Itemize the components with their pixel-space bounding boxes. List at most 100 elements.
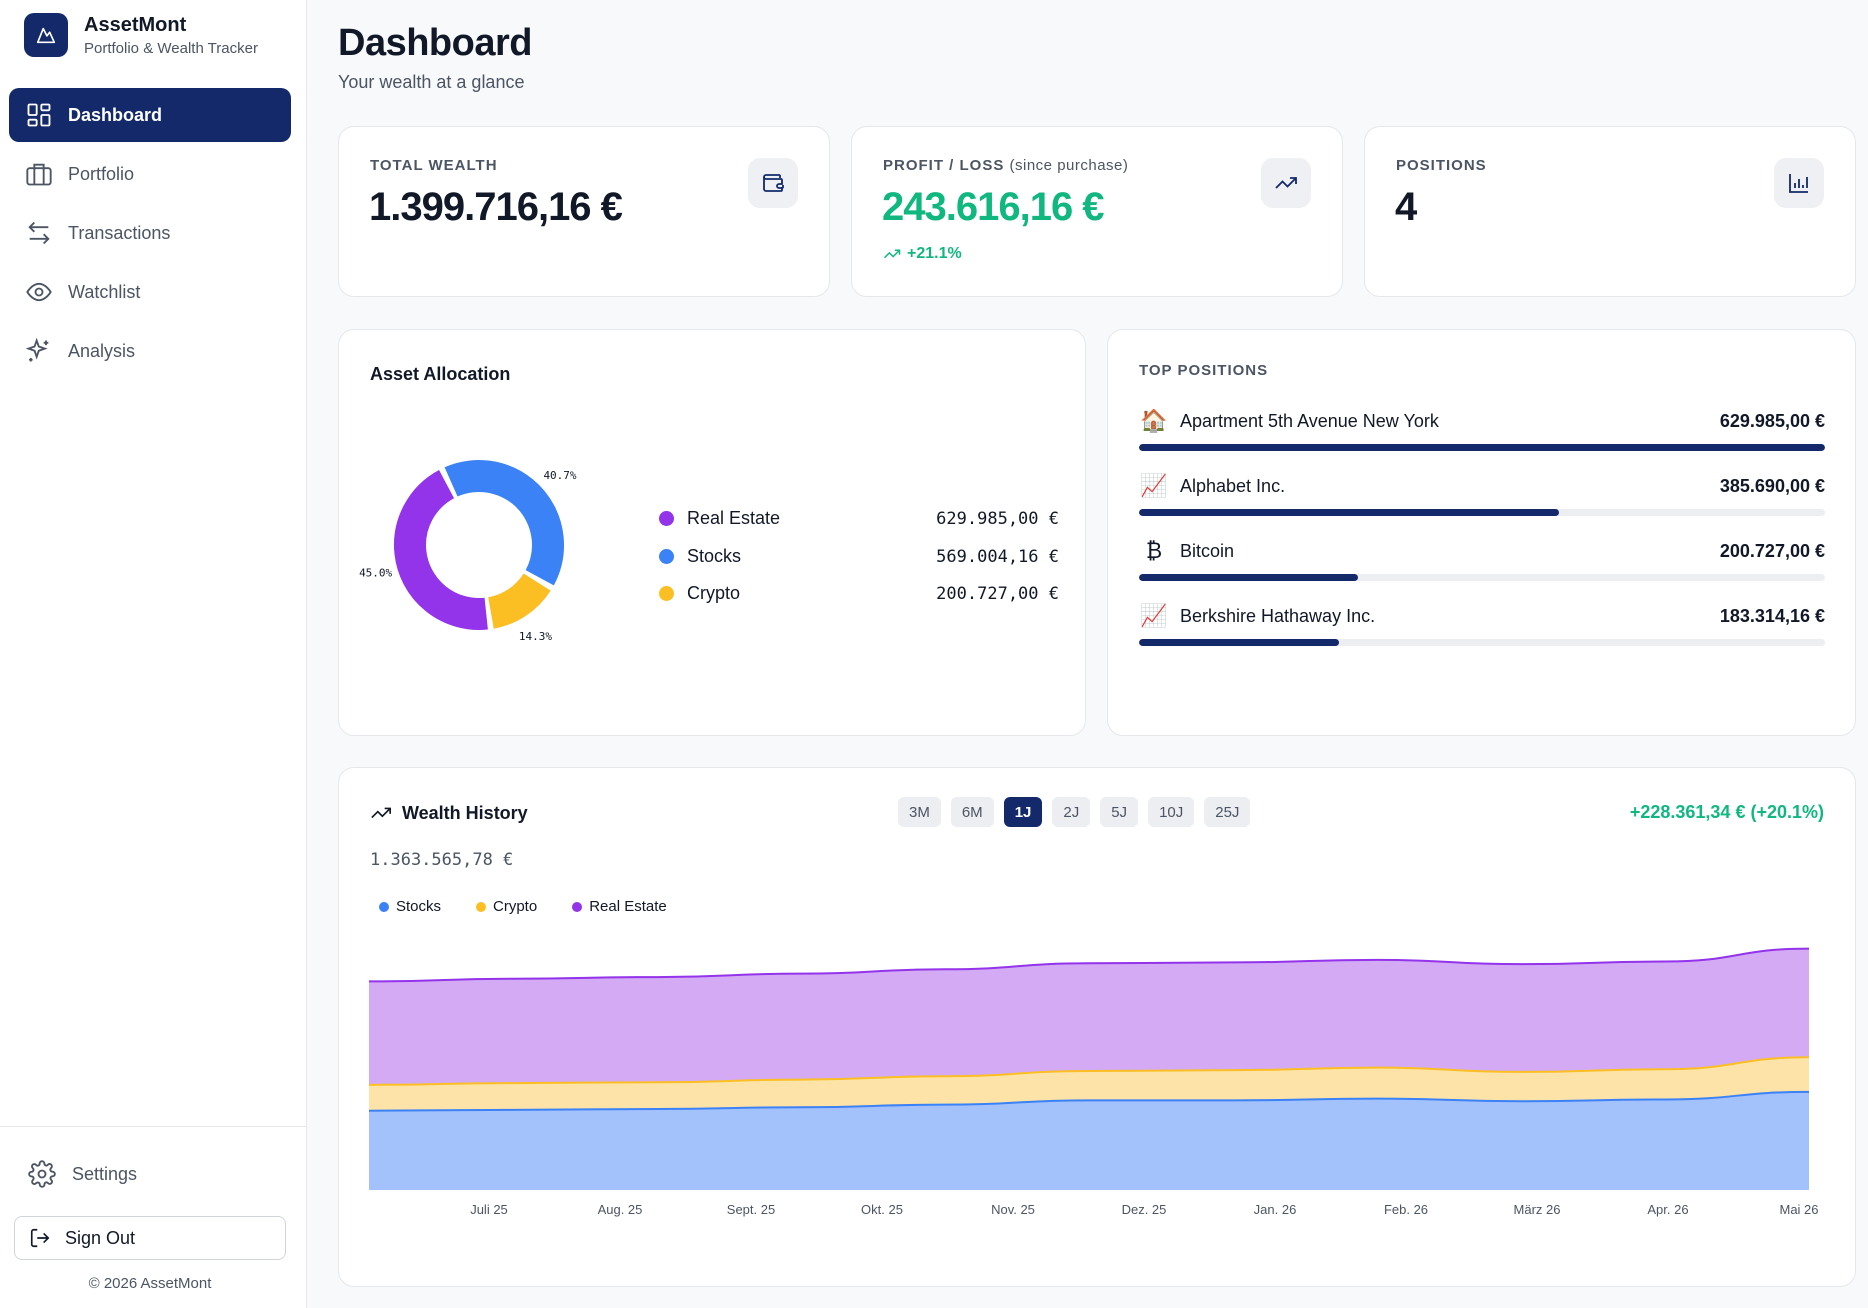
position-value: 629.985,00 € [1719, 410, 1825, 431]
legend-dot [659, 549, 674, 564]
x-tick-label: Apr. 26 [1647, 1202, 1688, 1217]
profit-loss-value: 243.616,16 € [882, 185, 1105, 229]
position-value: 183.314,16 € [1719, 605, 1825, 626]
sidebar-item-label: Transactions [68, 222, 171, 243]
range-button-25j[interactable]: 25J [1204, 797, 1251, 827]
position-share-fill [1139, 574, 1358, 581]
position-share-bar [1139, 444, 1825, 451]
sidebar-item-label: Analysis [68, 340, 136, 361]
position-share-bar [1139, 509, 1825, 516]
position-row[interactable]: 🏠 Apartment 5th Avenue New York 629.985,00… [1139, 406, 1825, 451]
profit-change: +21.1% [883, 245, 962, 263]
settings-label: Settings [72, 1163, 138, 1184]
sidebar-item-label: Dashboard [68, 104, 163, 125]
brand[interactable]: AssetMont Portfolio & Wealth Tracker [24, 13, 258, 57]
wealth-history-title: Wealth History [370, 802, 528, 824]
x-tick-label: Mai 26 [1779, 1202, 1818, 1217]
wallet-icon [763, 174, 784, 192]
legend-item-stocks: Stocks [379, 898, 441, 915]
settings-button[interactable]: Settings [28, 1160, 137, 1188]
total-wealth-value: 1.399.716,16 € [369, 185, 623, 229]
position-row[interactable]: ₿ Bitcoin 200.727,00 € [1139, 536, 1825, 581]
position-share-bar [1139, 639, 1825, 646]
donut-label: 14.3% [519, 630, 552, 643]
allocation-legend-crypto: Crypto 200.727,00 € [659, 583, 1059, 604]
total-wealth-card: TOTAL WEALTH 1.399.716,16 € [338, 126, 830, 297]
legend-dot [659, 586, 674, 601]
legend-dot [659, 511, 674, 526]
position-share-bar [1139, 574, 1825, 581]
position-name: Bitcoin [1180, 540, 1235, 561]
asset-allocation-title: Asset Allocation [370, 364, 511, 384]
sidebar-item-transactions[interactable]: Transactions [9, 206, 291, 260]
range-button-5j[interactable]: 5J [1100, 797, 1139, 827]
position-share-fill [1139, 444, 1825, 451]
sidebar-item-label: Portfolio [68, 163, 135, 184]
trending-up-icon [371, 807, 391, 819]
trending-icon-badge [1261, 158, 1311, 208]
range-button-1j[interactable]: 1J [1003, 797, 1043, 827]
donut-slice-real-estate[interactable] [394, 460, 564, 630]
position-value: 200.727,00 € [1719, 540, 1825, 561]
briefcase-icon [26, 163, 52, 186]
positions-label: POSITIONS [1396, 157, 1487, 174]
area-series-real-estate [369, 948, 1809, 1085]
sidebar-nav: Dashboard Portfolio Transactions Watchli… [9, 88, 291, 383]
allocation-legend-real-estate: Real Estate 629.985,00 € [659, 508, 1059, 529]
allocation-legend-stocks: Stocks 569.004,16 € [659, 546, 1059, 567]
arrows-icon [28, 221, 50, 245]
position-row[interactable]: 📈 Berkshire Hathaway Inc. 183.314,16 € [1139, 601, 1825, 646]
profit-loss-note: (since purchase) [1009, 157, 1129, 174]
positions-card: POSITIONS 4 [1364, 126, 1856, 297]
range-button-10j[interactable]: 10J [1148, 797, 1195, 827]
x-tick-label: März 26 [1514, 1202, 1561, 1217]
donut-slice-stocks[interactable] [394, 460, 564, 630]
position-row[interactable]: 📈 Alphabet Inc. 385.690,00 € [1139, 471, 1825, 516]
profit-loss-card: PROFIT / LOSS (since purchase) 243.616,1… [851, 126, 1343, 297]
position-icon: 🏠 [1140, 408, 1168, 433]
sign-out-button[interactable]: Sign Out [14, 1216, 286, 1260]
position-icon: 📈 [1140, 473, 1168, 498]
bar-chart-icon [1789, 174, 1808, 193]
wallet-icon-badge [748, 158, 798, 208]
x-tick-label: Nov. 25 [991, 1202, 1035, 1217]
area-series-stocks [369, 1091, 1809, 1190]
wealth-history-card: Wealth History 3M 6M 1J 2J 5J 10J 25J +228.361… [338, 767, 1856, 1287]
legend-label: Stocks [396, 898, 442, 915]
sidebar: AssetMont Portfolio & Wealth Tracker Das… [0, 0, 307, 1308]
top-positions-card: TOP POSITIONS 🏠 Apartment 5th Avenue New … [1107, 329, 1856, 736]
sidebar-item-portfolio[interactable]: Portfolio [9, 147, 291, 201]
legend-dot [379, 901, 389, 912]
legend-item-crypto: Crypto [476, 898, 537, 915]
sidebar-item-label: Watchlist [68, 281, 141, 302]
allocation-donut-chart: 45.0% 40.7% 14.3% [359, 460, 577, 643]
area-line-crypto [368, 1056, 1810, 1086]
x-tick-label: Sept. 25 [727, 1202, 775, 1217]
donut-label: 45.0% [359, 567, 392, 580]
position-icon: 📈 [1140, 603, 1168, 628]
x-tick-label: Jan. 26 [1254, 1202, 1297, 1217]
sidebar-item-analysis[interactable]: Analysis [9, 324, 291, 378]
copyright: © 2026 AssetMont [88, 1275, 212, 1292]
grid-icon [27, 103, 51, 127]
range-button-6m[interactable]: 6M [950, 797, 994, 827]
area-line-real-estate [368, 947, 1810, 983]
x-tick-label: Juli 25 [470, 1202, 508, 1217]
brand-subtitle: Portfolio & Wealth Tracker [84, 39, 258, 57]
wealth-history-change: +228.361,34 € (+20.1%) [1629, 802, 1824, 822]
range-button-3m[interactable]: 3M [898, 797, 941, 827]
trending-up-icon [883, 249, 901, 259]
sparkle-icon [25, 337, 49, 362]
sidebar-item-watchlist[interactable]: Watchlist [9, 265, 291, 319]
legend-label: Crypto [493, 898, 538, 915]
legend-label: Real Estate [589, 898, 667, 915]
profit-loss-label: PROFIT / LOSS (since purchase) [883, 157, 1129, 174]
eye-icon [26, 282, 52, 302]
gear-icon [28, 1160, 56, 1188]
trending-up-icon [1275, 177, 1297, 189]
sidebar-item-dashboard[interactable]: Dashboard [9, 88, 291, 142]
brand-logo [24, 13, 68, 57]
position-share-fill [1139, 639, 1339, 646]
sign-out-label: Sign Out [65, 1227, 136, 1248]
range-button-2j[interactable]: 2J [1052, 797, 1091, 827]
